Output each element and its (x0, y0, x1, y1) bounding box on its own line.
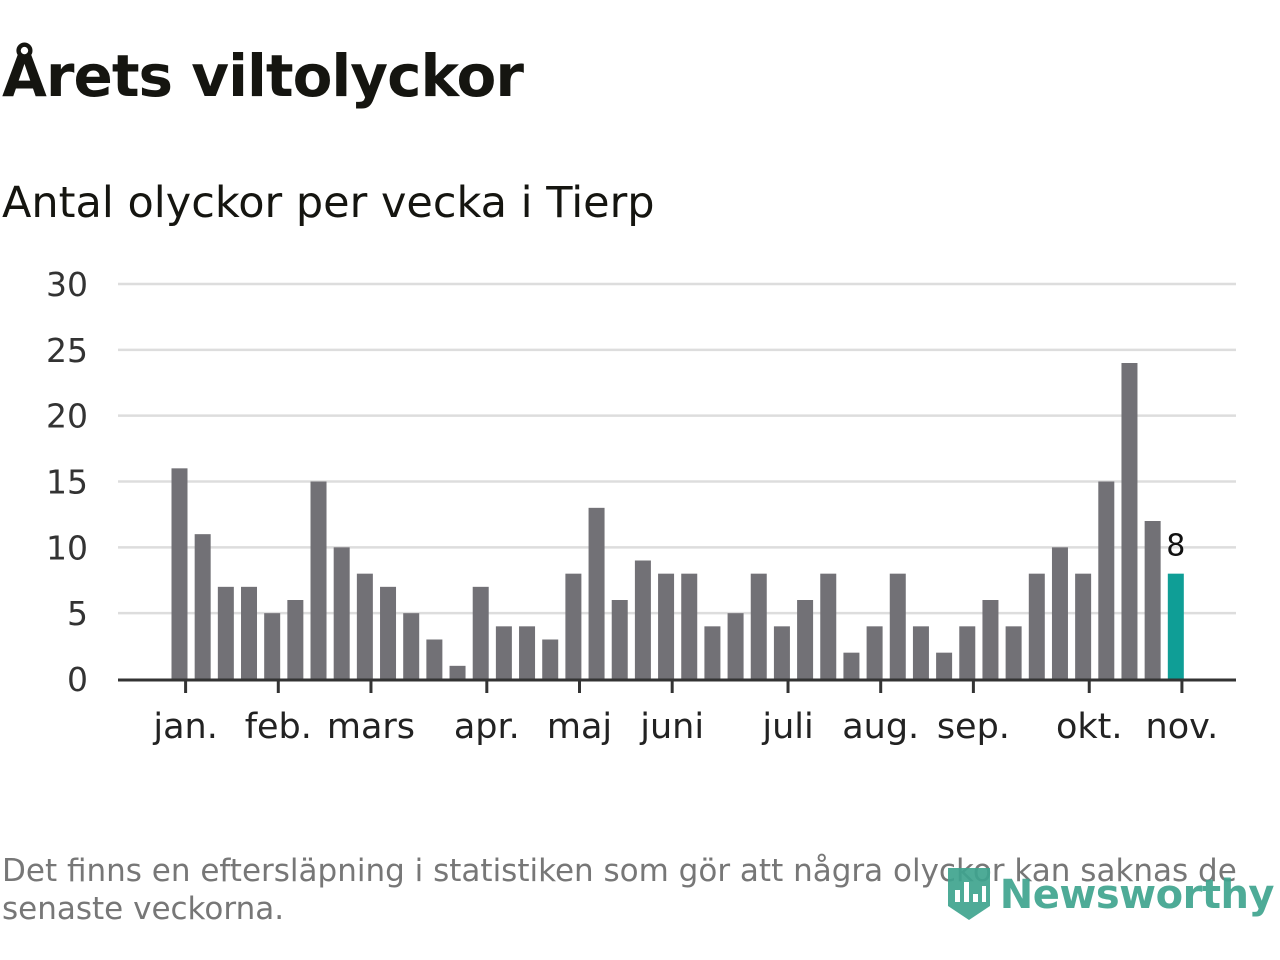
bar (1121, 363, 1138, 679)
bar (287, 600, 304, 679)
page-title: Årets viltolyckor (2, 42, 524, 110)
bar (565, 573, 582, 679)
bar (634, 560, 651, 679)
bar (1098, 481, 1115, 679)
x-tick-label: nov. (1146, 707, 1219, 747)
y-tick-label: 5 (67, 594, 88, 633)
x-tick-label: jan. (152, 707, 217, 747)
bar (912, 626, 929, 679)
x-tick-label: maj (547, 707, 612, 747)
bar (449, 665, 466, 679)
y-tick-label: 15 (46, 463, 88, 502)
x-tick-label: okt. (1056, 707, 1123, 747)
bar (750, 573, 767, 679)
bar (1005, 626, 1022, 679)
bar (495, 626, 512, 679)
bar (1075, 573, 1092, 679)
x-tick-label: juni (639, 707, 704, 747)
x-tick-label: mars (327, 707, 415, 747)
bar (217, 586, 234, 679)
bar (472, 586, 489, 679)
bar (658, 573, 675, 679)
annotations: 8 (1166, 529, 1185, 564)
bar (773, 626, 790, 679)
bar (380, 586, 397, 679)
bar-chart: 0 5 10 15 20 25 30 jan. feb. mars apr. maj juni juli… (46, 265, 1236, 747)
bar-highlight (1167, 573, 1184, 679)
bar (241, 586, 258, 679)
highlight-value-label: 8 (1166, 529, 1185, 564)
bar (936, 652, 953, 679)
bar (194, 534, 211, 679)
bar (681, 573, 698, 679)
newsworthy-logo-icon (944, 862, 994, 928)
y-tick-label: 25 (46, 331, 88, 370)
bar (959, 626, 976, 679)
bar (403, 613, 420, 679)
y-tick-label: 0 (67, 660, 88, 699)
bar (889, 573, 906, 679)
bars (171, 363, 1184, 679)
x-tick-label: apr. (454, 707, 520, 747)
bar (310, 481, 327, 679)
bar (820, 573, 837, 679)
chart-subtitle: Antal olyckor per vecka i Tierp (2, 178, 655, 228)
bar (1051, 547, 1068, 679)
x-tick-label: juli (761, 707, 813, 747)
bar (519, 626, 536, 679)
gridlines (118, 282, 1236, 615)
y-tick-label: 10 (46, 528, 88, 567)
bar (264, 613, 281, 679)
bar (542, 639, 559, 679)
y-tick-label: 30 (46, 265, 88, 304)
bar (1028, 573, 1045, 679)
footnote: Det finns en eftersläpning i statistiken… (2, 853, 1237, 927)
bar (704, 626, 721, 679)
x-tick-label: feb. (245, 707, 312, 747)
bar (982, 600, 999, 679)
bar (356, 573, 373, 679)
newsworthy-logo-text: Newsworthy (999, 872, 1275, 918)
x-tick-label: sep. (937, 707, 1010, 747)
newsworthy-logo[interactable]: Newsworthy (944, 862, 1275, 928)
x-tick-label: aug. (842, 707, 919, 747)
bar (426, 639, 443, 679)
bar (333, 547, 350, 679)
bar (611, 600, 628, 679)
bar (866, 626, 883, 679)
bar (797, 600, 814, 679)
x-axis-ticks: jan. feb. mars apr. maj juni juli aug. sep. okt. n… (152, 680, 1218, 747)
y-axis-ticks: 0 5 10 15 20 25 30 (46, 265, 88, 699)
y-tick-label: 20 (46, 397, 88, 436)
bar (727, 613, 744, 679)
bar (588, 507, 605, 679)
bar (1144, 521, 1161, 679)
bar (171, 468, 188, 679)
bar (843, 652, 860, 679)
